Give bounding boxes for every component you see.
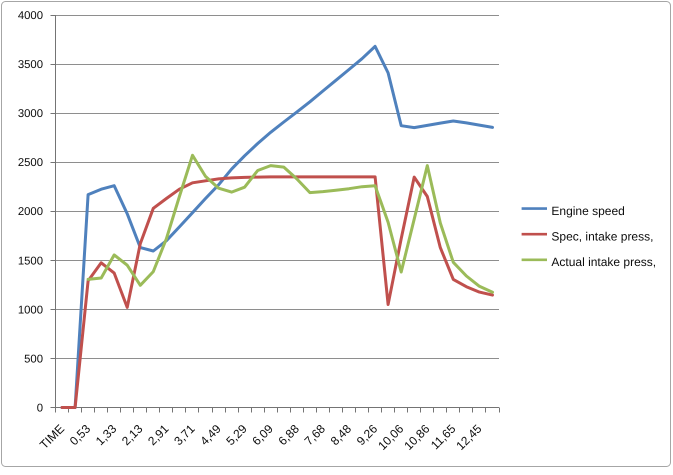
svg-text:3000: 3000 bbox=[18, 108, 43, 120]
svg-text:1000: 1000 bbox=[18, 304, 43, 316]
svg-text:1500: 1500 bbox=[18, 255, 43, 267]
svg-text:500: 500 bbox=[24, 353, 43, 365]
svg-text:Spec, intake press,: Spec, intake press, bbox=[551, 230, 653, 244]
svg-text:Actual intake press,: Actual intake press, bbox=[551, 255, 656, 269]
svg-text:2000: 2000 bbox=[18, 206, 43, 218]
svg-text:2500: 2500 bbox=[18, 157, 43, 169]
svg-text:0: 0 bbox=[37, 403, 43, 415]
svg-text:4000: 4000 bbox=[18, 10, 43, 22]
svg-text:Engine speed: Engine speed bbox=[551, 204, 624, 218]
svg-text:3500: 3500 bbox=[18, 59, 43, 71]
